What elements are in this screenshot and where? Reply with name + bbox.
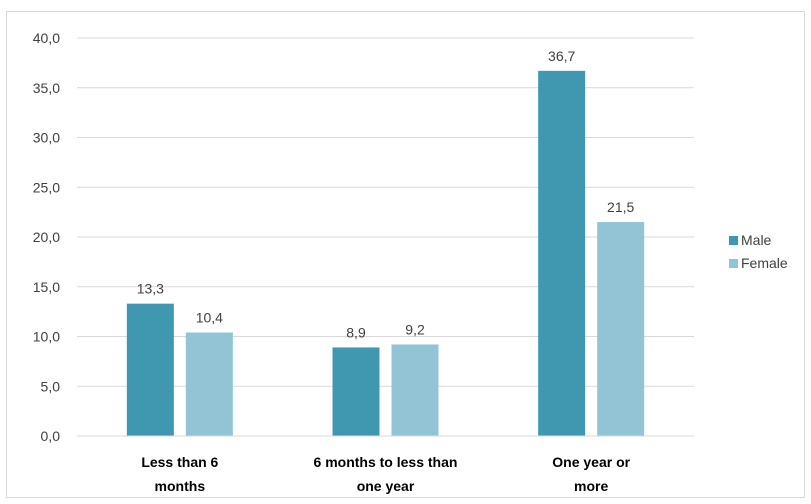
bar-male (332, 347, 380, 436)
x-category-label: one year (357, 478, 415, 494)
legend-label-male: Male (741, 232, 772, 248)
y-axis: 0,0 5,0 10,0 15,0 20,0 25,0 30,0 35,0 40,0 (33, 30, 60, 444)
data-label: 9,2 (405, 321, 425, 337)
y-tick-label: 15,0 (33, 279, 60, 295)
x-category-label: 6 months to less than (314, 454, 458, 470)
data-label: 36,7 (548, 48, 575, 64)
bar-female (597, 222, 645, 436)
legend-swatch-male (729, 236, 738, 245)
bars (126, 70, 645, 437)
x-category-label: months (155, 478, 206, 494)
x-category-label: One year or (552, 454, 630, 470)
y-tick-label: 5,0 (41, 378, 61, 394)
y-tick-label: 25,0 (33, 179, 60, 195)
data-label: 8,9 (346, 324, 366, 340)
data-label: 21,5 (607, 199, 634, 215)
data-label: 13,3 (137, 281, 164, 297)
y-tick-label: 30,0 (33, 130, 60, 146)
bar-male (538, 70, 586, 437)
bar-female (391, 344, 439, 436)
y-tick-label: 10,0 (33, 329, 60, 345)
x-axis: Less than 6 months 6 months to less than on… (77, 435, 694, 494)
y-tick-label: 40,0 (33, 30, 60, 46)
y-tick-label: 35,0 (33, 80, 60, 96)
y-tick-label: 0,0 (41, 428, 61, 444)
data-label: 10,4 (196, 310, 223, 326)
legend-label-female: Female (741, 255, 788, 271)
y-tick-label: 20,0 (33, 229, 60, 245)
legend: Male Female (729, 232, 788, 271)
legend-swatch-female (729, 259, 738, 268)
x-category-label: more (574, 478, 608, 494)
bar-male (126, 303, 174, 436)
x-category-label: Less than 6 (141, 454, 218, 470)
bar-female (185, 332, 233, 436)
data-labels: 13,3 10,4 8,9 9,2 36,7 21,5 (137, 48, 635, 341)
